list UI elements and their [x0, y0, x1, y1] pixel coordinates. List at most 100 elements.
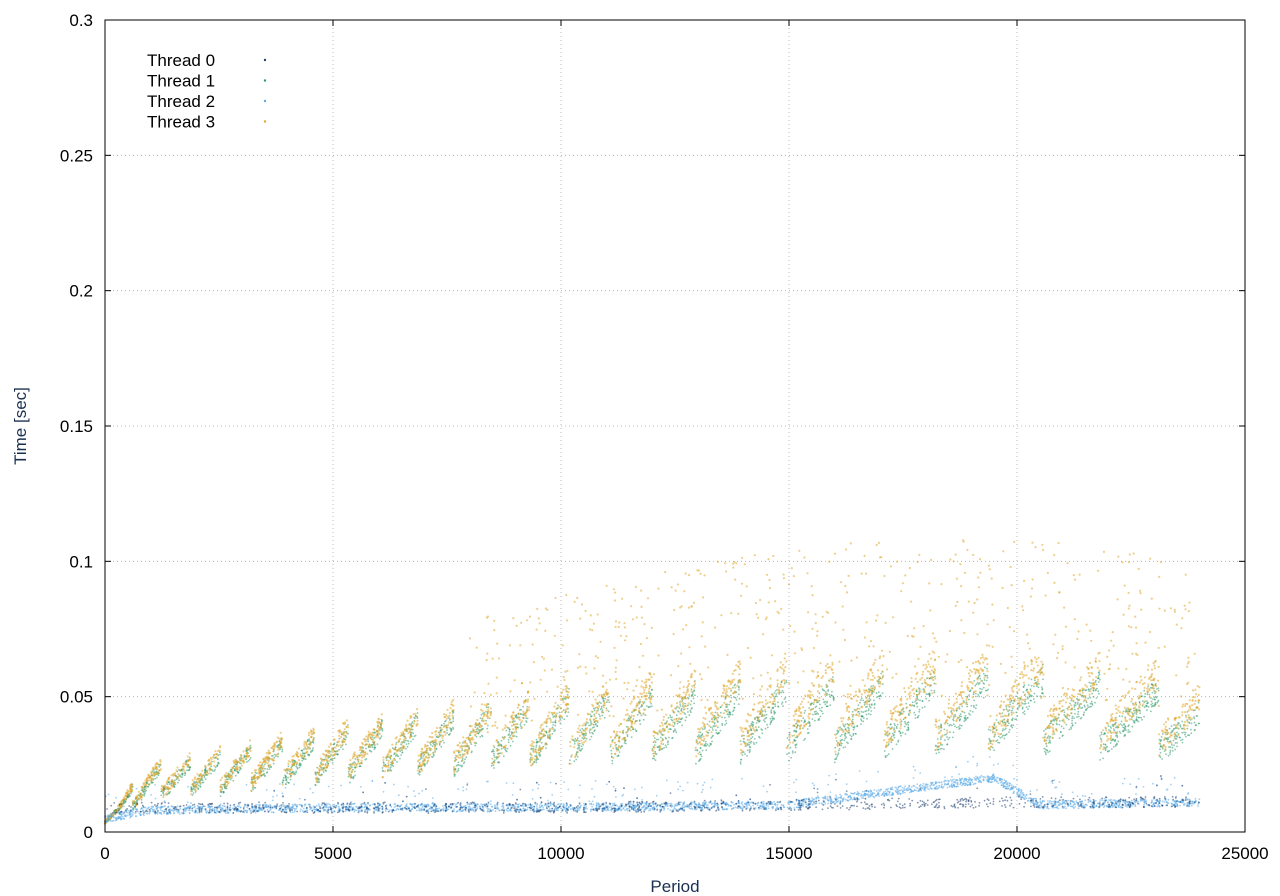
data-point [829, 704, 832, 706]
data-point [584, 724, 587, 727]
data-point [254, 771, 257, 774]
data-point [1027, 684, 1030, 686]
data-point [540, 741, 543, 744]
data-point [979, 657, 983, 660]
data-point [648, 687, 651, 691]
data-point [1025, 706, 1028, 708]
data-point [954, 713, 956, 716]
data-point [604, 697, 607, 700]
data-point [561, 710, 564, 713]
data-point [354, 770, 356, 773]
data-point [982, 682, 985, 684]
data-point [585, 737, 588, 740]
data-point [939, 748, 942, 750]
data-point [453, 752, 456, 755]
data-point [868, 705, 871, 708]
data-point [1092, 689, 1095, 692]
data-point [746, 739, 749, 741]
data-point [1114, 726, 1117, 729]
data-point [295, 770, 298, 772]
data-point [446, 715, 449, 718]
data-point [824, 671, 827, 675]
data-point [354, 758, 357, 760]
data-point [860, 718, 862, 721]
data-point [507, 734, 510, 736]
data-point [986, 676, 989, 679]
data-point [769, 723, 772, 726]
data-point [409, 733, 412, 736]
data-point [771, 693, 774, 696]
data-point [1180, 739, 1182, 742]
data-point [699, 747, 702, 749]
data-point [971, 710, 974, 713]
data-point [394, 737, 397, 740]
data-point [1153, 664, 1156, 667]
data-point [844, 746, 847, 748]
data-point [333, 743, 335, 746]
data-point [1011, 707, 1014, 710]
data-point [788, 681, 791, 685]
data-point [1011, 696, 1015, 700]
data-point [730, 694, 732, 697]
data-point [1017, 683, 1020, 686]
data-point [386, 769, 390, 773]
data-point [503, 746, 506, 749]
data-point [630, 736, 633, 738]
data-point [432, 753, 435, 756]
data-point [883, 739, 886, 742]
data-point [1077, 715, 1080, 718]
data-point [807, 715, 810, 718]
data-point [709, 726, 712, 728]
data-point [435, 726, 439, 730]
data-point [1117, 667, 1120, 670]
data-point [1154, 698, 1156, 701]
data-point [526, 706, 529, 708]
data-point [848, 731, 851, 734]
data-point [1083, 711, 1086, 714]
data-point [693, 686, 696, 689]
data-point [760, 707, 763, 710]
data-point [1139, 703, 1142, 706]
data-point [880, 672, 882, 675]
data-point [647, 690, 651, 693]
data-point [588, 730, 591, 732]
data-point [1099, 743, 1102, 747]
data-point [1131, 697, 1134, 701]
data-point [788, 733, 791, 736]
data-point [1097, 675, 1100, 677]
data-point [1123, 723, 1125, 726]
data-point [673, 718, 676, 721]
data-point [823, 689, 826, 692]
data-point [598, 713, 600, 716]
data-point [574, 754, 577, 757]
data-point [1140, 679, 1143, 682]
data-point [1131, 725, 1134, 728]
data-point [960, 715, 962, 718]
data-point [752, 727, 755, 730]
data-point [410, 740, 412, 743]
data-point [794, 744, 797, 747]
data-point [894, 724, 896, 727]
data-point [711, 717, 714, 720]
data-point [653, 744, 656, 746]
data-point [349, 765, 352, 768]
data-point [1146, 709, 1148, 712]
data-point [974, 695, 977, 698]
data-point [687, 704, 689, 707]
data-point [675, 720, 678, 723]
data-point [825, 705, 828, 708]
data-point [247, 760, 250, 762]
data-point [336, 753, 339, 756]
data-point [461, 764, 463, 767]
data-point [849, 734, 851, 736]
data-point [831, 690, 833, 693]
data-point [629, 702, 632, 705]
data-point [927, 663, 930, 666]
data-point [578, 749, 581, 751]
data-point [1049, 741, 1052, 744]
data-point [741, 750, 744, 753]
data-point [554, 721, 557, 724]
data-point [519, 725, 522, 727]
data-point [1087, 667, 1090, 670]
data-point [345, 726, 348, 729]
